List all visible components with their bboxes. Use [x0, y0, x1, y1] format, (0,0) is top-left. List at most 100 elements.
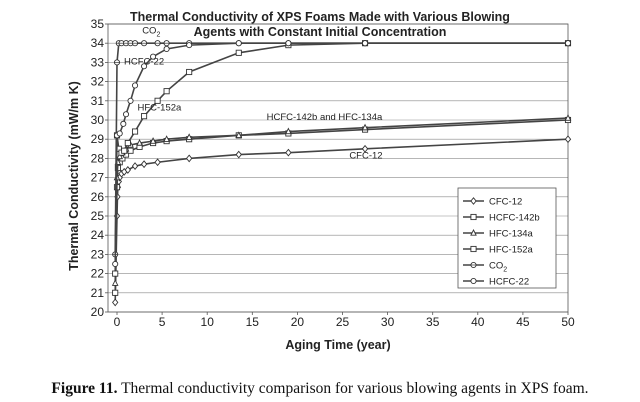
legend-item: CO2 [463, 261, 507, 274]
data-point [140, 160, 148, 169]
data-point [149, 137, 157, 144]
annotation-label: HCFC-142b and HFC-134a [267, 112, 383, 123]
data-point [163, 88, 170, 95]
data-point [163, 135, 170, 142]
data-point [112, 289, 119, 296]
y-tick-label: 33 [91, 55, 105, 69]
x-tick-label: 50 [561, 315, 575, 329]
y-tick-label: 35 [91, 17, 105, 31]
y-tick-label: 29 [91, 132, 105, 146]
data-point [186, 68, 193, 76]
legend-marker [470, 261, 477, 269]
data-point [124, 166, 132, 174]
y-tick-label: 22 [91, 267, 105, 281]
legend-item: HFC-152a [463, 245, 534, 256]
caption-text: Thermal conductivity comparison for vari… [121, 380, 589, 397]
y-tick-label: 20 [91, 305, 105, 319]
data-point [111, 279, 119, 286]
data-point [131, 82, 139, 89]
data-point [113, 59, 121, 66]
data-point [131, 40, 139, 47]
data-point [122, 111, 130, 118]
x-tick-label: 45 [516, 315, 530, 329]
data-point [127, 97, 134, 104]
data-point [112, 270, 119, 277]
data-point [121, 147, 128, 154]
plot-frame [107, 23, 569, 313]
data-point [112, 260, 119, 268]
y-tick-label: 24 [91, 228, 105, 242]
data-point [564, 40, 572, 47]
data-point [185, 133, 193, 140]
data-point [285, 148, 292, 157]
legend-label: CO2 [489, 261, 507, 274]
chart-title-line-2: Agents with Constant Initial Concentrati… [194, 25, 447, 39]
y-tick-label: 30 [91, 113, 105, 127]
annotation-label: HCFC-22 [124, 56, 164, 67]
x-axis-label: Aging Time (year) [285, 338, 390, 352]
legend-item: HCFC-142b [463, 213, 540, 224]
annotation-label: HFC-152a [137, 102, 182, 113]
data-point [186, 42, 193, 49]
x-tick-label: 15 [246, 315, 260, 329]
legend-marker [470, 213, 477, 221]
y-tick-label: 34 [91, 36, 105, 50]
x-tick-label: 30 [381, 315, 395, 329]
legend-marker [470, 277, 477, 285]
x-tick-label: 35 [426, 315, 440, 329]
legend-item: HFC-134a [463, 229, 534, 240]
data-point [154, 97, 161, 104]
data-point [564, 114, 572, 121]
data-point [564, 135, 572, 144]
legend-item: HCFC-22 [463, 277, 529, 288]
data-point [285, 127, 292, 135]
data-point [141, 63, 148, 70]
data-point [361, 40, 369, 47]
chart-title-line-1: Thermal Conductivity of XPS Foams Made w… [130, 10, 510, 24]
data-point [163, 45, 170, 53]
x-tick-label: 40 [471, 315, 485, 329]
legend-box [457, 187, 557, 289]
data-point [141, 40, 148, 47]
y-tick-label: 25 [91, 209, 105, 223]
y-tick-label: 21 [91, 286, 105, 300]
data-point [136, 139, 143, 146]
figure-caption: Figure 11. Thermal conductivity comparis… [0, 380, 640, 398]
data-point [116, 152, 124, 160]
y-tick-label: 28 [91, 151, 105, 165]
legend-label: CFC-12 [489, 197, 522, 208]
data-point [154, 40, 161, 47]
data-point [131, 128, 139, 135]
legend-marker [470, 228, 477, 236]
series-hcfc-22 [112, 40, 572, 268]
chart: Thermal Conductivity of XPS Foams Made w… [67, 10, 575, 352]
data-point [124, 139, 131, 147]
legend-item: CFC-12 [463, 197, 522, 208]
series-cfc-12 [112, 135, 572, 307]
data-point [131, 162, 139, 170]
legend-label: HFC-152a [489, 245, 534, 256]
y-tick-label: 32 [91, 75, 105, 89]
data-point [361, 123, 369, 131]
data-point [150, 53, 157, 60]
data-point [154, 158, 161, 167]
data-point [141, 113, 148, 120]
legend-label: HFC-134a [489, 229, 534, 240]
x-tick-label: 25 [336, 315, 350, 329]
legend-label: HCFC-142b [489, 213, 540, 224]
data-point [120, 120, 127, 127]
data-point [235, 131, 243, 139]
data-point [361, 144, 369, 153]
annotation-label: CFC-12 [349, 150, 382, 161]
x-tick-label: 5 [159, 315, 166, 329]
y-tick-label: 31 [91, 94, 105, 108]
data-point [285, 40, 292, 47]
caption-label: Figure 11. [51, 380, 118, 397]
legend-label: HCFC-22 [489, 277, 529, 288]
annotation-label: CO2 [142, 26, 160, 39]
y-axis-label: Thermal Conductivity (mW/m K) [67, 81, 81, 271]
data-point [116, 130, 123, 137]
x-tick-label: 20 [291, 315, 305, 329]
data-point [185, 154, 193, 163]
